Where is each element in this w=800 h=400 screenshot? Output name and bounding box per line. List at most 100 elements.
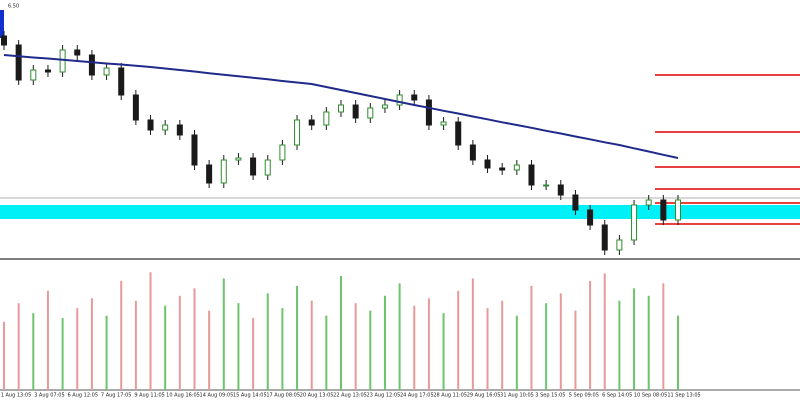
x-tick-label: 3 Aug 07:05: [34, 393, 65, 399]
candle-body: [250, 157, 257, 176]
volume-bar: [310, 300, 313, 390]
candle-body: [235, 157, 242, 161]
scroll-marker: [0, 10, 4, 38]
candle-body: [59, 49, 66, 73]
volume-bar: [662, 283, 665, 390]
x-tick-label: 28 Aug 11:05: [433, 393, 467, 399]
volume-bar: [32, 313, 35, 390]
volume-bar: [193, 288, 196, 390]
x-tick-label: 10 Sep 08:05: [634, 393, 667, 399]
volume-bar: [281, 308, 284, 390]
volume-bar: [574, 310, 577, 390]
x-tick-label: 29 Aug 16:05: [467, 393, 501, 399]
candle-body: [323, 111, 330, 126]
volume-bar: [398, 283, 401, 390]
candle-body: [572, 194, 579, 211]
x-tick-label: 9 Aug 11:05: [134, 393, 165, 399]
candle-body: [74, 49, 81, 56]
volume-bar: [266, 293, 269, 390]
volume-bar: [178, 295, 181, 390]
candle-body: [147, 119, 154, 131]
candle-body: [469, 144, 476, 161]
x-tick-label: 11 Sep 13:05: [667, 393, 700, 399]
candle-body: [645, 199, 652, 206]
candle-body: [176, 124, 183, 136]
candle-body: [543, 184, 550, 187]
volume-bar: [618, 300, 621, 390]
candle-body: [1, 35, 7, 46]
volume-bar: [208, 310, 211, 390]
volume-bar: [164, 305, 167, 390]
moving-average: [3, 54, 679, 159]
candle-body: [513, 164, 520, 171]
volume-bar: [442, 313, 445, 390]
x-tick-label: 23 Aug 12:05: [367, 393, 401, 399]
x-tick-label: 31 Aug 10:05: [500, 393, 534, 399]
volume-bar: [486, 308, 489, 390]
volume-bar: [3, 321, 5, 390]
volume-bar: [325, 315, 328, 390]
volume-bar: [530, 285, 533, 390]
zone: [0, 205, 800, 219]
candle-body: [118, 67, 125, 96]
candle-body: [440, 121, 447, 126]
volume-bar: [149, 272, 152, 390]
volume-bar: [413, 305, 416, 390]
volume-bar: [633, 288, 636, 390]
candle-body: [601, 224, 608, 251]
x-tick-label: 17 Aug 08:05: [266, 393, 300, 399]
x-tick-label: 15 Aug 14:05: [233, 393, 267, 399]
candle-body: [675, 199, 681, 221]
x-tick-label: 22 Aug 13:05: [333, 393, 367, 399]
candle-body: [308, 119, 315, 126]
candle-body: [367, 107, 374, 119]
candle-body: [206, 164, 213, 184]
volume-bar: [647, 295, 650, 390]
candle-body: [264, 159, 271, 176]
candle-body: [528, 164, 535, 186]
candle-body: [338, 104, 344, 113]
volume-bar: [603, 273, 606, 390]
volume-bar: [471, 278, 474, 390]
volume-bar: [17, 303, 20, 390]
volume-bar: [427, 298, 430, 390]
candle-body: [411, 94, 418, 101]
x-tick-label: 10 Aug 16:05: [166, 393, 200, 399]
volume-bar: [501, 300, 504, 390]
candle-body: [425, 99, 432, 126]
x-tick-label: 3 Sep 15:05: [535, 393, 565, 399]
candle-body: [88, 54, 95, 76]
candle-body: [631, 204, 638, 241]
volume-bar: [369, 310, 372, 390]
volume-bar: [589, 280, 592, 390]
volume-bar: [677, 315, 679, 390]
volume-bar: [545, 303, 548, 390]
volume-bar: [134, 300, 137, 390]
candle-body: [132, 94, 139, 121]
x-tick-label: 6 Sep 14:05: [602, 393, 632, 399]
candle-body: [44, 69, 51, 73]
volume-bar: [296, 285, 299, 390]
volume-bar: [237, 303, 240, 390]
volume-bar: [383, 295, 386, 390]
volume-bar: [46, 290, 49, 390]
volume-bar: [354, 303, 357, 390]
x-tick-label: 20 Aug 13:05: [300, 393, 334, 399]
candle-body: [352, 104, 359, 119]
x-tick-label: 1 Aug 13:05: [1, 393, 32, 399]
volume-bar: [61, 318, 64, 390]
volume-bar: [76, 308, 79, 390]
corner-label: 6.50: [8, 4, 19, 10]
volume-bar: [340, 275, 342, 390]
candle-body: [103, 67, 110, 76]
candle-body: [499, 167, 506, 171]
volume-bar: [90, 298, 93, 390]
volume-bar: [515, 315, 518, 390]
candle-body: [396, 94, 403, 106]
volume-bar: [120, 280, 123, 390]
candle-body: [162, 124, 169, 131]
candle-body: [455, 121, 462, 146]
volume-bar: [559, 293, 562, 390]
candle-body: [220, 159, 227, 184]
